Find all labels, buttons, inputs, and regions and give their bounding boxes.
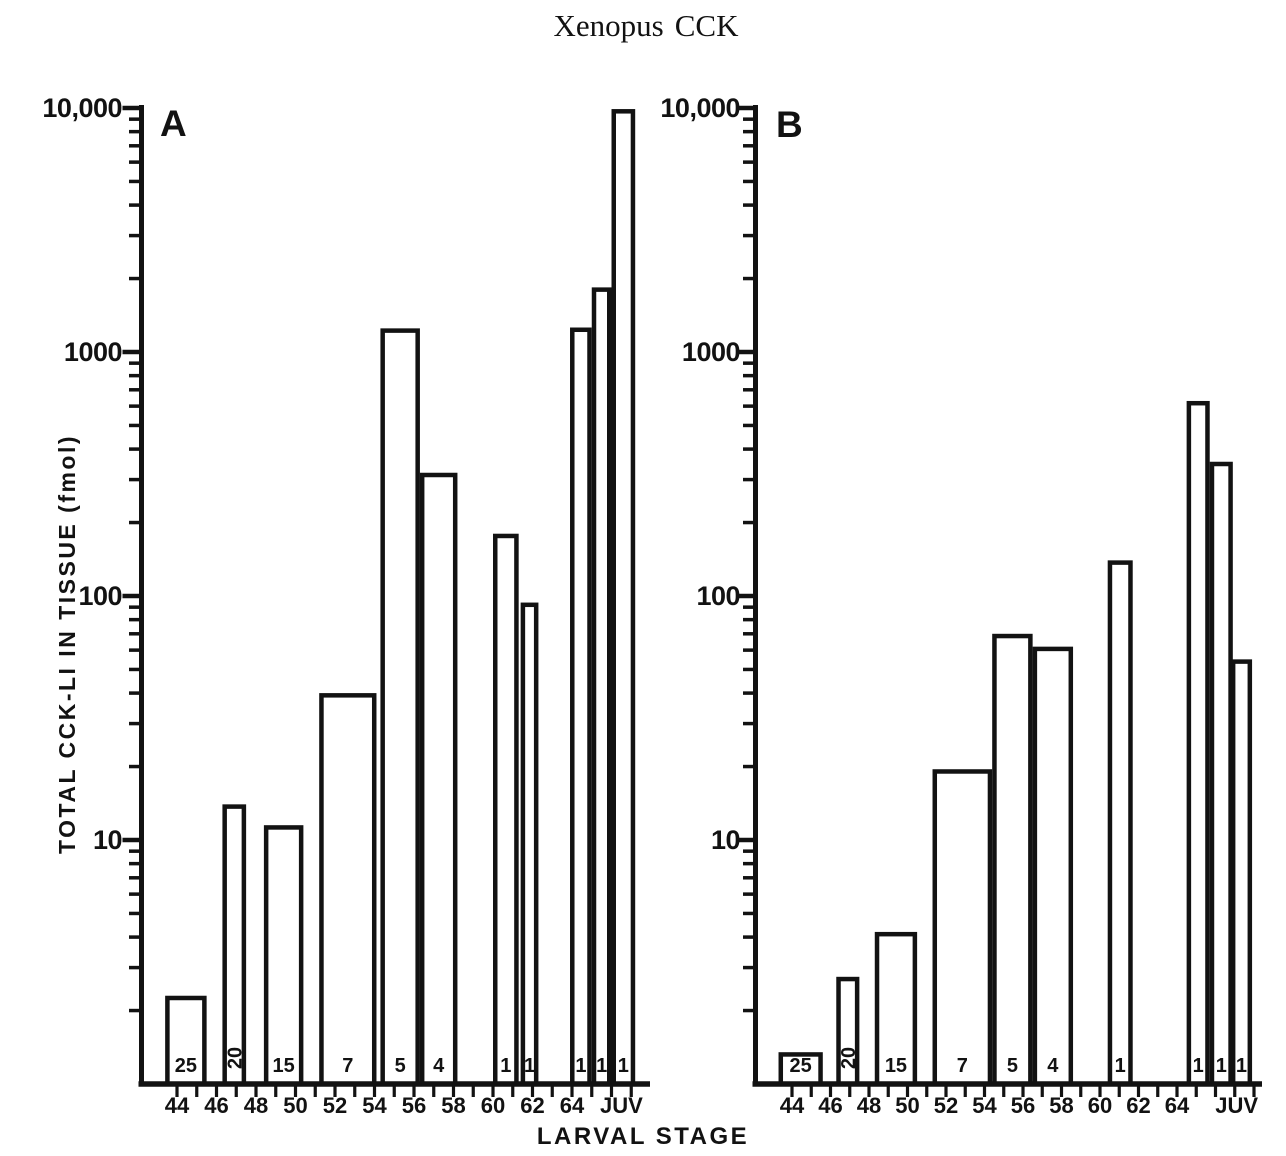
x-tick-label: 54 [362,1093,387,1118]
x-tick-label: JUV [1215,1093,1258,1118]
x-tick-label: 54 [972,1093,997,1118]
bar [1209,461,1233,1087]
bar-n-label: 5 [1007,1055,1018,1077]
bar-n-label: 4 [1047,1055,1059,1077]
x-tick-label: 62 [520,1093,544,1118]
x-tick-label: 60 [1088,1093,1112,1118]
bar [611,109,636,1087]
bar [1230,659,1253,1087]
x-tick-label: 48 [244,1093,268,1118]
bar [493,533,519,1087]
bar [319,693,377,1087]
x-tick-label: JUV [600,1093,643,1118]
bar [1186,400,1210,1087]
bar [992,633,1033,1087]
y-tick-label: 100 [696,581,740,611]
bar [1107,560,1133,1087]
bar [570,327,592,1087]
bar [1032,646,1074,1087]
x-tick-label: 58 [441,1093,465,1118]
bar [419,472,458,1087]
y-tick-label: 10,000 [660,93,740,123]
y-tick-label: 10 [93,825,122,855]
y-tick-label: 10 [711,825,740,855]
x-tick-label: 46 [204,1093,228,1118]
x-tick-label: 52 [323,1093,347,1118]
bar [591,287,612,1087]
bar-n-label: 1 [1193,1055,1204,1077]
bar-n-label: 1 [1236,1055,1247,1077]
x-tick-label: 52 [934,1093,958,1118]
x-tick-label: 48 [857,1093,881,1118]
bar-n-label: 1 [1216,1055,1227,1077]
bar-n-label: 20 [838,1047,860,1069]
x-axis-title: LARVAL STAGE [537,1123,749,1150]
bar [520,602,539,1087]
bar-n-label: 1 [524,1055,535,1077]
y-tick-label: 1000 [682,337,740,367]
panel-label: B [776,104,803,145]
bar-n-label: 25 [790,1055,812,1077]
bar-n-label: 5 [395,1055,406,1077]
bar-n-label: 15 [885,1055,907,1077]
bar [222,804,247,1087]
bar-n-label: 1 [618,1055,629,1077]
bar-n-label: 25 [175,1055,197,1077]
x-tick-label: 44 [780,1093,805,1118]
bar-n-label: 15 [273,1055,295,1077]
x-tick-label: 50 [895,1093,919,1118]
x-tick-label: 64 [1165,1093,1190,1118]
bar-n-label: 1 [1115,1055,1126,1077]
x-tick-label: 58 [1049,1093,1073,1118]
y-tick-label: 10,000 [42,93,122,123]
bar [932,769,993,1087]
x-tick-label: 56 [402,1093,426,1118]
x-tick-label: 56 [1011,1093,1035,1118]
bar-n-label: 4 [433,1055,445,1077]
title-cck: CCK [675,8,739,43]
bar-n-label: 1 [575,1055,586,1077]
bar [874,931,918,1087]
x-tick-label: 50 [283,1093,307,1118]
bar-n-label: 7 [342,1055,353,1077]
panel-label: A [160,103,187,144]
title-species-italic: Xenopus [554,8,664,43]
bar-n-label: 7 [957,1055,968,1077]
bar-n-label: 1 [596,1055,607,1077]
x-tick-label: 62 [1126,1093,1150,1118]
bar-n-label: 20 [224,1047,246,1069]
bar [380,328,420,1087]
x-tick-label: 44 [165,1093,190,1118]
y-axis-title: TOTAL CCK-LI IN TISSUE (fmol) [54,434,80,854]
x-tick-label: 46 [818,1093,842,1118]
y-tick-label: 1000 [64,337,122,367]
x-tick-label: 64 [560,1093,585,1118]
bar [263,825,304,1087]
bar-n-label: 1 [500,1055,511,1077]
x-tick-label: 60 [481,1093,505,1118]
figure-title: Xenopus CCK [554,8,740,43]
y-tick-label: 100 [78,581,122,611]
